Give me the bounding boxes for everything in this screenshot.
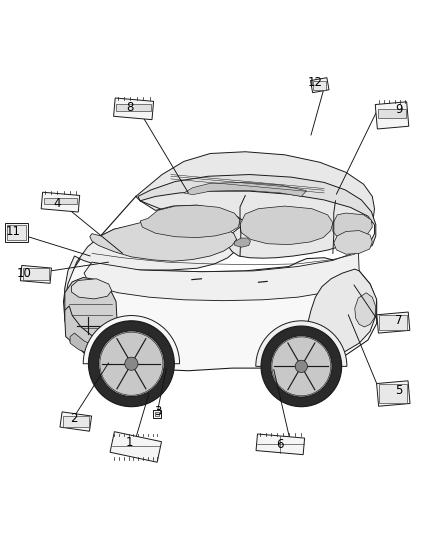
Text: 12: 12 (308, 76, 323, 89)
FancyBboxPatch shape (23, 269, 49, 280)
Circle shape (88, 321, 174, 407)
Polygon shape (21, 265, 51, 284)
Polygon shape (138, 174, 376, 253)
FancyBboxPatch shape (116, 104, 151, 111)
Text: 4: 4 (53, 197, 61, 210)
Polygon shape (334, 231, 372, 254)
Polygon shape (355, 293, 376, 327)
Text: 2: 2 (70, 413, 78, 425)
Polygon shape (60, 412, 92, 431)
Circle shape (261, 326, 342, 407)
Wedge shape (83, 316, 180, 364)
Text: 11: 11 (6, 225, 21, 238)
Polygon shape (65, 306, 129, 364)
Polygon shape (234, 238, 251, 247)
Polygon shape (304, 269, 377, 359)
Polygon shape (113, 98, 154, 120)
Text: 3: 3 (154, 406, 161, 418)
Wedge shape (256, 321, 347, 366)
Polygon shape (64, 258, 377, 371)
FancyBboxPatch shape (379, 384, 407, 403)
FancyBboxPatch shape (63, 416, 89, 427)
Text: 9: 9 (396, 103, 403, 116)
Polygon shape (377, 312, 410, 333)
Polygon shape (65, 278, 117, 361)
Polygon shape (90, 221, 237, 261)
Polygon shape (41, 192, 80, 212)
Polygon shape (256, 434, 304, 455)
Polygon shape (136, 152, 374, 258)
Polygon shape (70, 333, 127, 361)
FancyBboxPatch shape (378, 109, 406, 118)
Polygon shape (240, 206, 333, 245)
FancyBboxPatch shape (7, 225, 26, 240)
Circle shape (125, 357, 138, 370)
Text: 8: 8 (126, 101, 133, 115)
Circle shape (271, 336, 332, 397)
FancyBboxPatch shape (153, 410, 161, 418)
Polygon shape (65, 223, 238, 302)
Circle shape (99, 331, 164, 397)
Text: 10: 10 (17, 267, 32, 280)
Text: 7: 7 (395, 314, 403, 327)
FancyBboxPatch shape (155, 412, 159, 416)
FancyBboxPatch shape (313, 81, 326, 90)
Polygon shape (333, 213, 372, 239)
Polygon shape (110, 432, 162, 462)
FancyBboxPatch shape (5, 223, 28, 241)
Polygon shape (71, 279, 112, 299)
Polygon shape (375, 102, 409, 129)
Polygon shape (377, 381, 410, 406)
Text: 5: 5 (395, 384, 402, 397)
Polygon shape (311, 78, 329, 93)
Polygon shape (84, 249, 359, 301)
FancyBboxPatch shape (379, 315, 407, 330)
Text: 6: 6 (276, 438, 283, 451)
Polygon shape (140, 205, 240, 238)
Polygon shape (184, 182, 307, 197)
FancyBboxPatch shape (44, 198, 77, 204)
Circle shape (295, 360, 307, 373)
Text: 1: 1 (125, 436, 133, 449)
